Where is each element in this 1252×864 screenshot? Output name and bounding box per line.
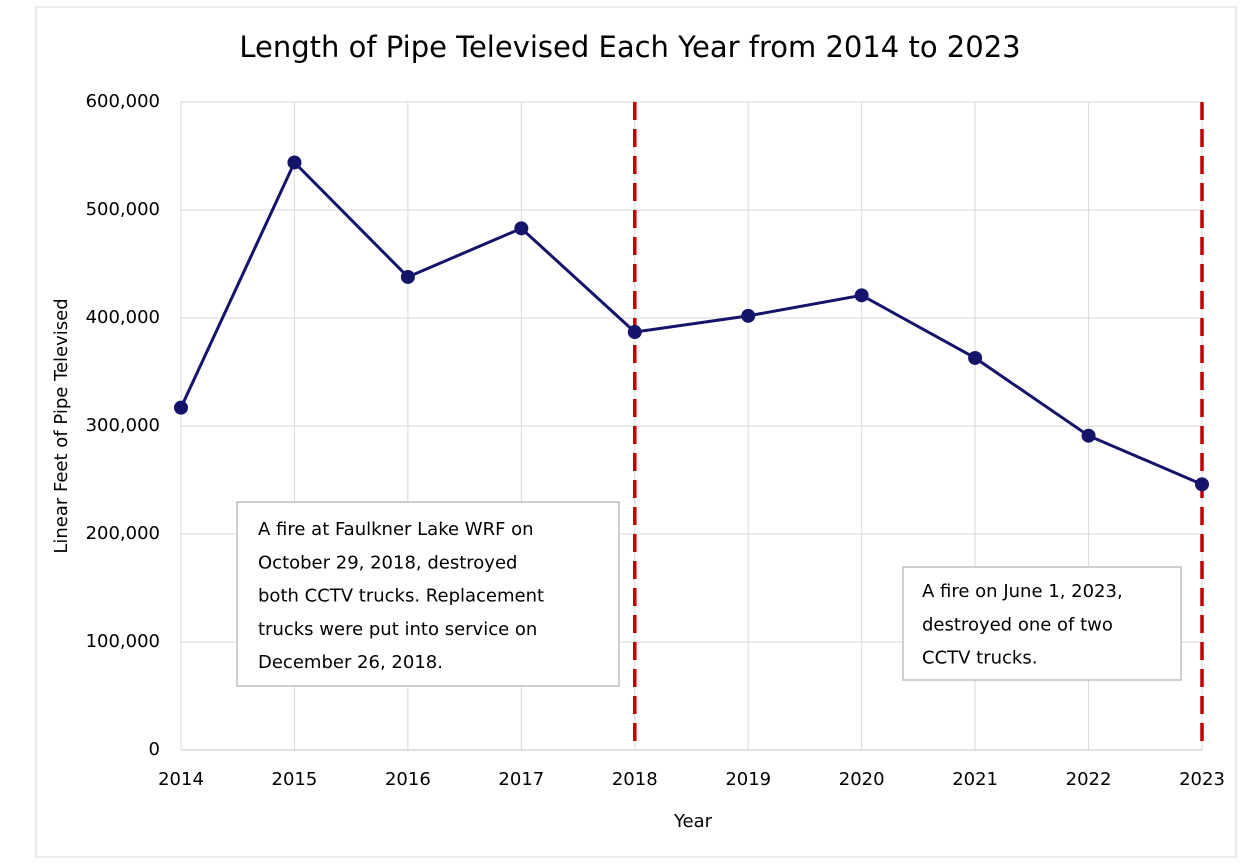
x-tick-label: 2015 [272,769,318,790]
annotation-text: A fire on June 1, 2023, [922,581,1123,602]
x-tick-label: 2014 [158,769,204,790]
x-tick-label: 2018 [612,769,658,790]
x-tick-label: 2022 [1066,769,1112,790]
annotation-text: CCTV trucks. [922,648,1037,669]
x-tick-label: 2023 [1179,769,1225,790]
chart-title: Length of Pipe Televised Each Year from … [239,30,1020,64]
data-point [1195,477,1209,492]
y-tick-label: 100,000 [86,631,160,652]
data-point [1081,428,1096,443]
x-tick-label: 2016 [385,769,431,790]
y-tick-label: 200,000 [86,523,160,544]
data-point [514,221,529,236]
y-tick-label: 600,000 [86,91,160,112]
data-line [179,159,1203,486]
annotation-box [236,501,620,687]
annotation-text: trucks were put into service on [258,619,537,640]
annotation-text: A fire at Faulkner Lake WRF on [258,519,534,540]
annotation-text: both CCTV trucks. Replacement [258,586,544,607]
data-point [174,400,188,415]
data-point [400,269,415,284]
y-axis-label: Linear Feet of Pipe Televised [51,298,72,553]
data-point [854,288,869,303]
annotation-box [902,566,1182,681]
annotation-text: December 26, 2018. [258,652,443,673]
y-tick-label: 400,000 [86,307,160,328]
data-point [968,350,983,365]
x-tick-label: 2017 [498,769,544,790]
annotation-text: October 29, 2018, destroyed [258,552,517,573]
data-point [741,308,756,323]
y-tick-label: 500,000 [86,199,160,220]
annotation-text: destroyed one of two [922,614,1113,635]
data-point [627,325,642,340]
y-tick-label: 0 [149,739,160,760]
x-tick-label: 2020 [839,769,885,790]
y-tick-label: 300,000 [86,415,160,436]
x-axis-label: Year [673,811,713,832]
x-tick-label: 2021 [952,769,998,790]
data-point [287,155,302,170]
x-tick-label: 2019 [725,769,771,790]
